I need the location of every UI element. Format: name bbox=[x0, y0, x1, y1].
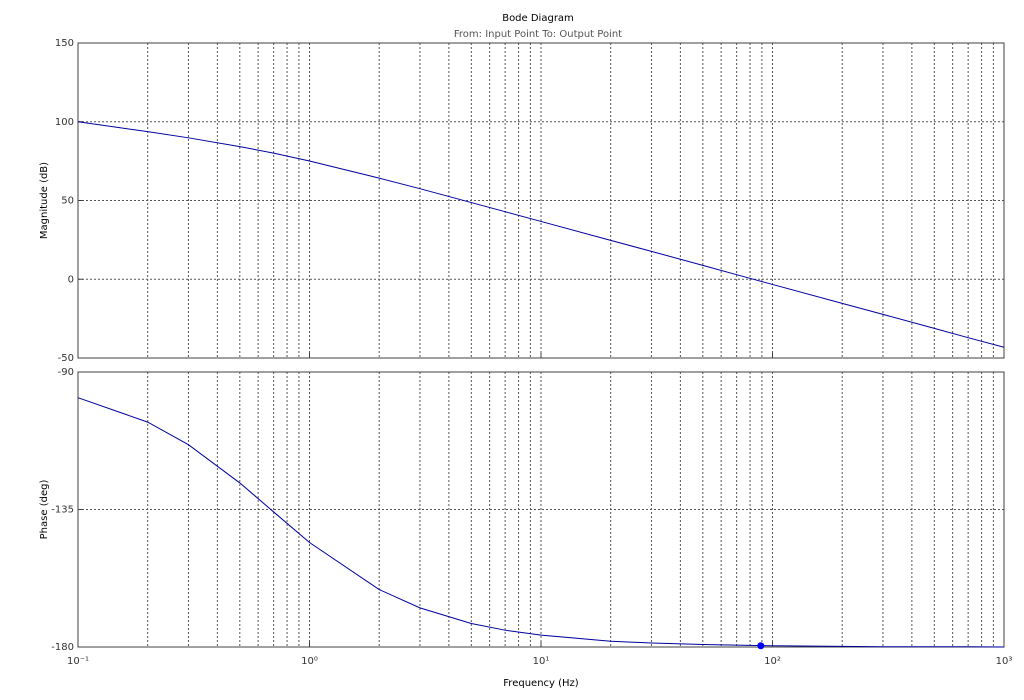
x-tick-label: 10² bbox=[764, 656, 781, 667]
x-axis-label: Frequency (Hz) bbox=[503, 678, 579, 689]
chart-subtitle: From: Input Point To: Output Point bbox=[454, 29, 622, 40]
y-tick-label: -135 bbox=[51, 505, 74, 516]
x-tick-label: 10⁻¹ bbox=[67, 656, 89, 667]
chart-title: Bode Diagram bbox=[502, 13, 574, 24]
y-axis-label: Magnitude (dB) bbox=[39, 162, 50, 239]
y-tick-label: 50 bbox=[61, 196, 74, 207]
x-tick-label: 10³ bbox=[996, 656, 1013, 667]
y-tick-label: -180 bbox=[51, 642, 74, 653]
y-tick-label: 150 bbox=[55, 38, 74, 49]
y-axis-label: Phase (deg) bbox=[39, 480, 50, 540]
x-tick-label: 10⁰ bbox=[301, 656, 318, 667]
series-line bbox=[77, 121, 1005, 348]
x-tick-label: 10¹ bbox=[533, 656, 550, 667]
y-tick-label: -90 bbox=[58, 367, 74, 378]
data-marker bbox=[757, 642, 765, 650]
y-tick-label: -50 bbox=[58, 353, 74, 364]
y-tick-label: 100 bbox=[55, 117, 74, 128]
series-line bbox=[77, 397, 1005, 648]
y-tick-label: 0 bbox=[68, 274, 74, 285]
